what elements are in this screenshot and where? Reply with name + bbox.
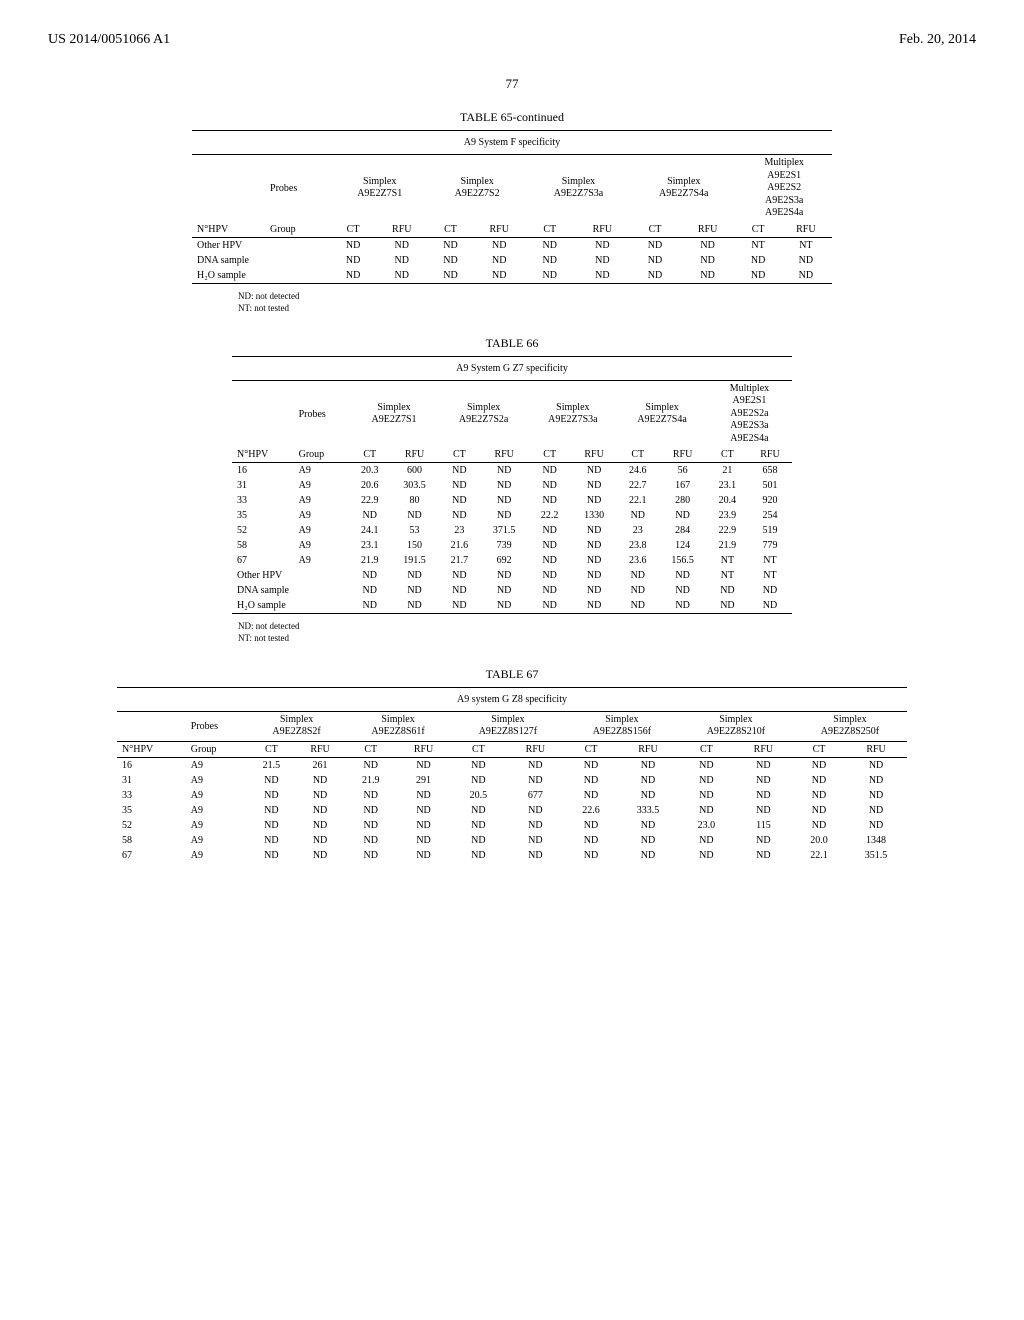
table-row: 35A9NDNDNDND22.21330NDND23.9254: [232, 508, 792, 523]
table-row: 67A921.9191.521.7692NDND23.6156.5NTNT: [232, 553, 792, 568]
page-header: US 2014/0051066 A1 Feb. 20, 2014: [48, 32, 976, 48]
table-row: 31A9NDND21.9291NDNDNDNDNDNDNDND: [117, 773, 907, 788]
table-66-footnotes: ND: not detected NT: not tested: [238, 620, 976, 644]
table-67-title: TABLE 67: [48, 667, 976, 682]
table-66: A9 System G Z7 specificity Probes Simple…: [232, 356, 792, 615]
table-row: DNA sampleNDNDNDNDNDNDNDNDNDND: [232, 583, 792, 598]
table-65-footnotes: ND: not detected NT: not tested: [238, 290, 976, 314]
table-66-caption: A9 System G Z7 specificity: [232, 356, 792, 380]
table-row: H₂O sampleNDNDNDNDNDNDNDNDNDND: [232, 598, 792, 614]
table-row: H₂O sampleNDNDNDNDNDNDNDNDNDND: [192, 268, 832, 284]
table-row: 16A920.3600NDNDNDND24.65621658: [232, 463, 792, 479]
table-67-caption: A9 system G Z8 specificity: [117, 687, 907, 711]
table-row: 31A920.6303.5NDNDNDND22.716723.1501: [232, 478, 792, 493]
table-row: 58A923.115021.6739NDND23.812421.9779: [232, 538, 792, 553]
table-row: Other HPVNDNDNDNDNDNDNDNDNTNT: [192, 237, 832, 253]
table-row: Other HPVNDNDNDNDNDNDNDNDNTNT: [232, 568, 792, 583]
table-65-title: TABLE 65-continued: [48, 110, 976, 125]
table-66-title: TABLE 66: [48, 336, 976, 351]
table-row: 52A924.15323371.5NDND2328422.9519: [232, 523, 792, 538]
page-number: 77: [48, 76, 976, 92]
probes-label: Probes: [265, 155, 331, 222]
table-65-caption: A9 System F specificity: [192, 131, 832, 155]
doc-id: US 2014/0051066 A1: [48, 32, 170, 48]
table-row: 35A9NDNDNDNDNDND22.6333.5NDNDNDND: [117, 803, 907, 818]
doc-date: Feb. 20, 2014: [899, 32, 976, 48]
table-65: A9 System F specificity Probes SimplexA9…: [192, 130, 832, 284]
table-row: 67A9NDNDNDNDNDNDNDNDNDND22.1351.5: [117, 848, 907, 863]
table-row: 33A9NDNDNDND20.5677NDNDNDNDNDND: [117, 788, 907, 803]
table-row: DNA sampleNDNDNDNDNDNDNDNDNDND: [192, 253, 832, 268]
table-row: 33A922.980NDNDNDND22.128020.4920: [232, 493, 792, 508]
table-row: 16A921.5261NDNDNDNDNDNDNDNDNDND: [117, 757, 907, 773]
table-row: 52A9NDNDNDNDNDNDNDND23.0115NDND: [117, 818, 907, 833]
table-row: 58A9NDNDNDNDNDNDNDNDNDND20.01348: [117, 833, 907, 848]
table-67: A9 system G Z8 specificity Probes Simple…: [117, 687, 907, 863]
group-label: Group: [265, 222, 331, 238]
nhpv-label: N°HPV: [192, 222, 265, 238]
